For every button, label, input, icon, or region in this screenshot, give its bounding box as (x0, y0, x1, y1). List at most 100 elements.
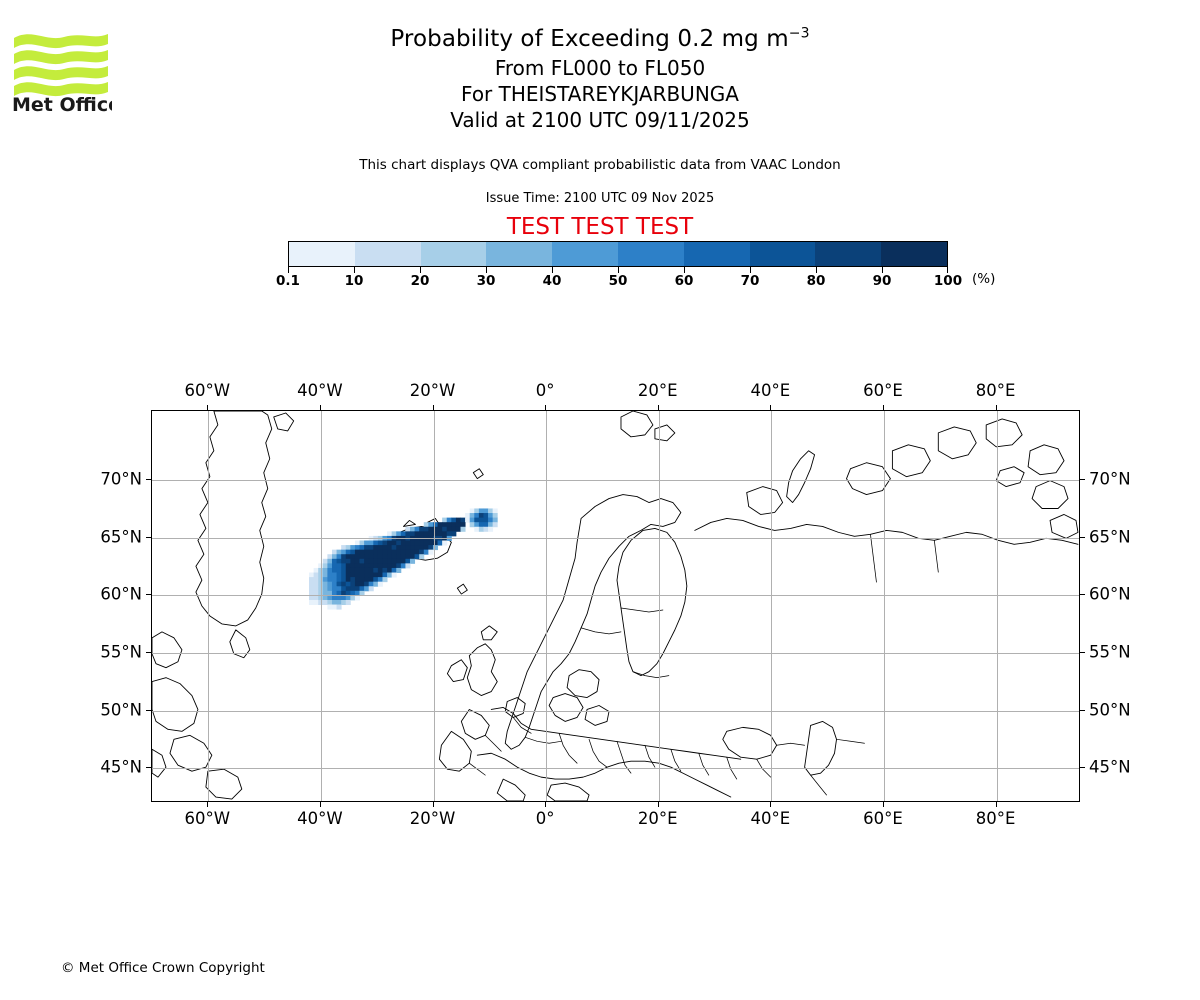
ash-cell (336, 586, 342, 592)
ash-cell (341, 554, 347, 560)
ash-cell (364, 554, 370, 560)
ash-cell (442, 517, 448, 523)
ash-cell (350, 586, 356, 592)
ash-cell (309, 572, 315, 578)
ash-cell (410, 545, 416, 551)
ash-cell (451, 531, 457, 537)
ash-cell (327, 590, 333, 596)
ash-cell (359, 549, 365, 555)
ash-cell (354, 581, 360, 587)
ash-cell (382, 572, 388, 578)
ash-cell (350, 563, 356, 569)
ash-cell (331, 577, 338, 583)
logo-waves (14, 34, 108, 97)
ash-cell (400, 558, 406, 564)
ash-cell (391, 558, 397, 564)
ash-cell (492, 517, 498, 523)
colorbar-tick-4 (552, 267, 553, 273)
ash-cell (350, 595, 356, 601)
lat-tick-mark-left-1 (146, 536, 151, 538)
ash-cell (368, 540, 374, 546)
ash-cell (488, 526, 494, 532)
ash-cell (391, 540, 397, 546)
ash-cell (364, 581, 370, 587)
ash-cell (442, 531, 448, 537)
ash-cell (318, 572, 324, 578)
colorbar-band-0 (289, 242, 355, 266)
ash-cell (405, 540, 411, 546)
ash-cell (469, 517, 475, 523)
lon-tick-mark-top-4 (657, 405, 659, 410)
ash-cell (382, 558, 388, 564)
ash-cell (354, 540, 360, 546)
ash-cell (432, 545, 439, 551)
lon-tick-label-top-4: 20°E (637, 381, 678, 400)
ash-cell (423, 522, 429, 528)
ash-cell (336, 554, 342, 560)
ash-cell (377, 577, 383, 583)
ash-cell (359, 586, 365, 592)
ash-cell (345, 586, 351, 592)
lon-tick-label-bottom-7: 80°E (975, 809, 1016, 828)
ash-cell (483, 508, 489, 514)
ash-cell (451, 517, 457, 523)
ash-cell (410, 554, 416, 560)
ash-cell (341, 586, 347, 592)
ash-cell (396, 531, 402, 537)
ash-cell (364, 572, 370, 578)
ash-cell (354, 577, 360, 583)
ash-cell (327, 577, 333, 583)
ash-cell (318, 567, 324, 573)
colorbar-tick-label-10: 100 (933, 273, 963, 289)
ash-cell (341, 577, 347, 583)
ash-cell (359, 554, 365, 560)
ash-cell (359, 577, 365, 583)
ash-plume-layer (309, 508, 498, 610)
ash-cell (336, 590, 342, 596)
ash-cell (341, 581, 347, 587)
ash-cell (336, 581, 342, 587)
ash-cell (387, 567, 393, 573)
ash-cell (368, 567, 374, 573)
ash-cell (368, 554, 374, 560)
colorbar-bands (288, 241, 948, 267)
ash-cell (377, 572, 383, 578)
lat-tick-mark-left-0 (146, 479, 151, 481)
ash-cell (350, 567, 356, 573)
ash-cell (359, 567, 365, 573)
ash-cell (483, 513, 489, 519)
map-plot-area[interactable] (151, 410, 1080, 802)
ash-cell (350, 577, 356, 583)
volcano-name-subtitle: For THEISTAREYKJARBUNGA (461, 82, 739, 106)
gridline-lon-5 (771, 411, 773, 801)
ash-cell (432, 522, 439, 528)
ash-cell (400, 549, 406, 555)
ash-cell (368, 549, 374, 555)
ash-cell (350, 558, 356, 564)
gridline-lat-3 (152, 653, 1079, 655)
ash-cell (336, 604, 342, 610)
colorbar-tick-labels: 0.1 10 20 30 40 50 60 70 80 90 100 (276, 273, 962, 291)
ash-cell (419, 531, 425, 537)
ash-cell (309, 586, 315, 592)
ash-cell (359, 545, 365, 551)
ash-cell (377, 563, 383, 569)
lat-tick-label-right-2: 60°N (1089, 584, 1131, 604)
ash-cell (354, 558, 360, 564)
ash-cell (492, 513, 498, 519)
ash-cell (359, 563, 365, 569)
ash-cell (368, 581, 374, 587)
ash-cell (373, 558, 379, 564)
ash-cell (488, 513, 494, 519)
colorbar-tick-label-0: 0.1 (276, 273, 300, 289)
ash-cell (377, 567, 383, 573)
lon-tick-mark-bottom-0 (207, 802, 209, 807)
lon-tick-mark-bottom-3 (545, 802, 547, 807)
ash-cell (391, 572, 397, 578)
colorbar-tick-label-3: 30 (476, 273, 496, 289)
ash-cell (483, 522, 489, 528)
ash-cell (331, 581, 338, 587)
met-office-logo: Met Office (12, 26, 112, 114)
ash-cell (354, 586, 360, 592)
ash-cell (309, 599, 315, 606)
